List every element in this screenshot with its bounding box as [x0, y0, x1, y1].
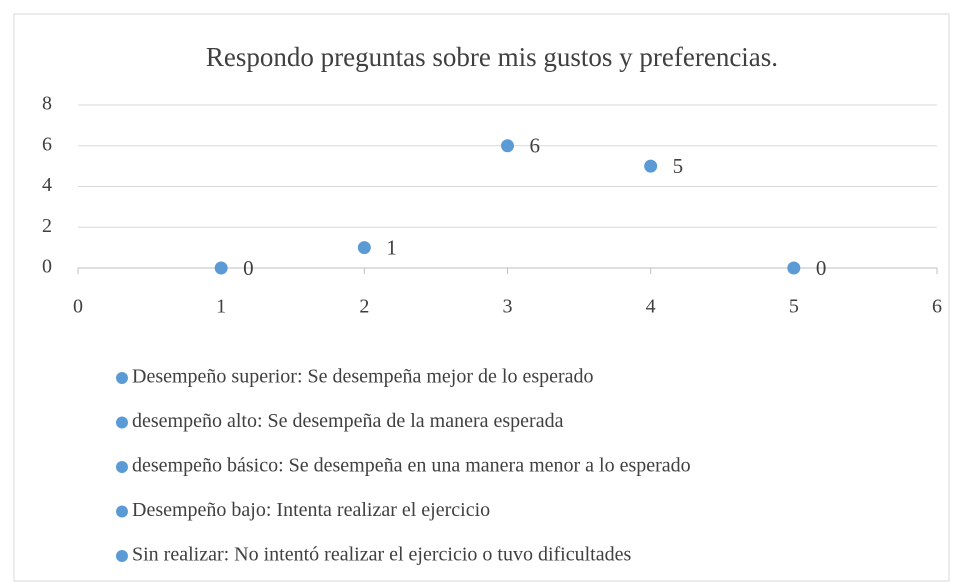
legend-marker	[116, 550, 128, 562]
data-label: 0	[816, 256, 827, 280]
point	[787, 261, 801, 275]
y-tick-label: 0	[42, 256, 52, 278]
legend-marker	[116, 505, 128, 518]
x-tick-label: 5	[789, 296, 799, 318]
x-tick-label: 0	[73, 296, 83, 318]
data-label: 5	[673, 154, 684, 178]
y-tick-label: 6	[42, 133, 52, 155]
x-tick-label: 6	[932, 296, 942, 318]
y-tick-label: 8	[42, 93, 52, 115]
data-label: 1	[386, 235, 397, 259]
x-tick-label: 1	[216, 296, 226, 318]
legend-label: Sin realizar: No intentó realizar el eje…	[132, 544, 631, 566]
legend-label: desempeño básico: Se desempeña en una ma…	[132, 455, 691, 477]
legend-label: Desempeño bajo: Intenta realizar el ejer…	[132, 499, 490, 521]
legend-label: Desempeño superior: Se desempeña mejor d…	[132, 366, 594, 388]
point	[357, 241, 371, 255]
legend-marker	[116, 416, 128, 429]
y-tick-label: 2	[42, 215, 52, 237]
chart-title: Respondo preguntas sobre mis gustos y pr…	[206, 42, 778, 72]
legend-label: desempeño alto: Se desempeña de la maner…	[132, 410, 564, 432]
legend-marker	[116, 372, 128, 384]
point	[501, 139, 514, 153]
x-tick-label: 3	[503, 296, 513, 318]
data-label: 0	[243, 256, 254, 280]
point	[214, 261, 228, 275]
chart-border	[13, 13, 950, 582]
legend-marker	[116, 461, 128, 473]
point	[644, 159, 658, 173]
data-label: 6	[530, 134, 541, 158]
x-tick-label: 4	[646, 296, 656, 318]
x-tick-label: 2	[359, 296, 369, 318]
y-tick-label: 4	[42, 174, 52, 196]
